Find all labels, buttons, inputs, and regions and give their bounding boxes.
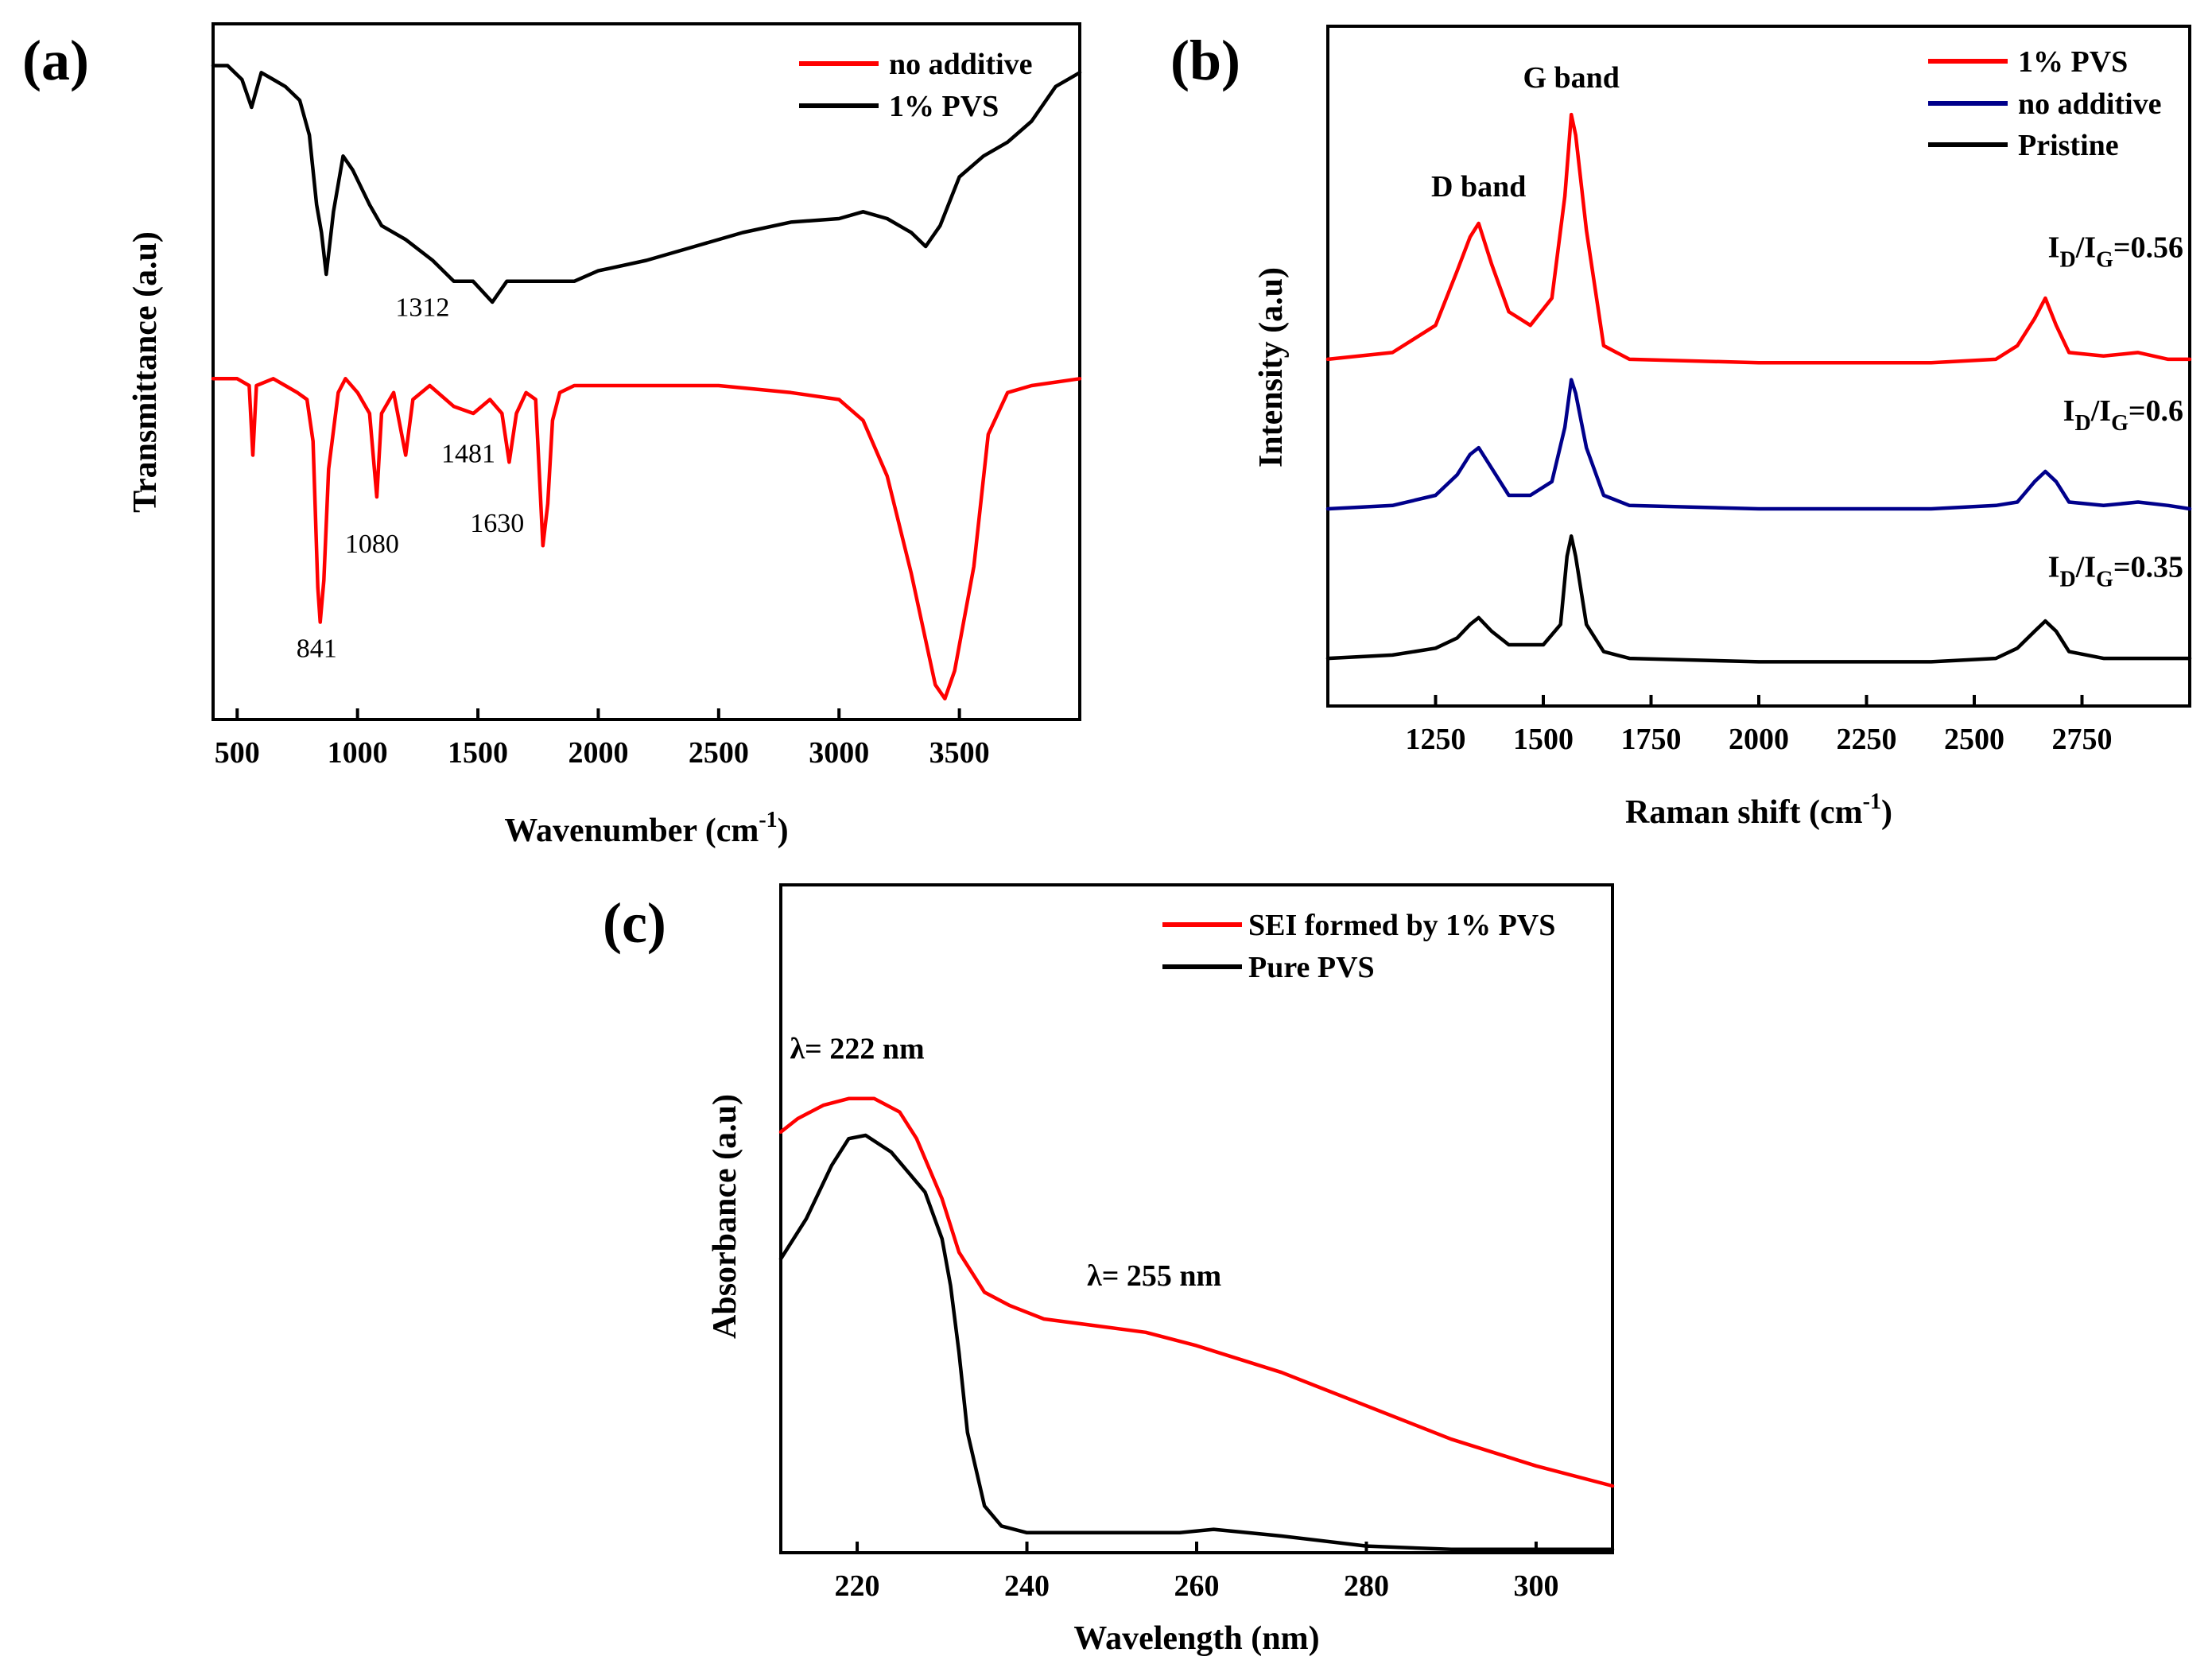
panel-c-absorbance: (c) 220 240 260 280 300 λ= 222 nm λ= 255 nm W… [603, 883, 1615, 1657]
panel-c-legend: SEI formed by 1% PVS Pure PVS [1162, 909, 1555, 984]
intensity-ratio-label: ID/IG=0.56 [2048, 231, 2183, 273]
series-line-1pct-pvs [1325, 112, 2192, 365]
legend-label-1pct-pvs: 1% PVS [2018, 45, 2128, 79]
panel-b-raman: (b) 1250 1500 1750 2000 2250 2500 2750 D band G… [1170, 25, 2192, 831]
band-label-d-band: D band [1431, 170, 1526, 204]
x-tick-label: 2500 [689, 736, 749, 770]
series-line-no-additive [1325, 378, 2192, 511]
legend-label-pure-pvs: Pure PVS [1248, 951, 1375, 984]
intensity-ratio-label: ID/IG=0.6 [2063, 394, 2183, 436]
annotation-1630: 1630 [470, 509, 524, 538]
annotation-1481: 1481 [441, 439, 495, 468]
x-tick-label: 2750 [2052, 723, 2113, 756]
annotation-1312: 1312 [395, 293, 449, 323]
legend-label-no-additive: no additive [2018, 87, 2162, 121]
panel-a-peak-labels: 1312 1481 1080 1630 841 [297, 293, 525, 664]
x-tick-label: 3500 [929, 736, 990, 770]
panel-c-peak-labels: λ= 222 nm λ= 255 nm [790, 1032, 1222, 1293]
panel-c-curves [778, 1096, 1615, 1552]
series-line-pristine [1325, 534, 2192, 664]
panel-a-x-axis-label: Wavenumber (cm-1) [504, 808, 788, 849]
annotation-222-nm: λ= 222 nm [790, 1032, 925, 1065]
x-tick-label: 2250 [1837, 723, 1897, 756]
x-tick-label: 1500 [448, 736, 508, 770]
panel-c-x-ticks: 220 240 260 280 300 [835, 1542, 1558, 1603]
panel-a-transmittance: (a) 500 1000 1500 2000 2500 3000 3500 1312 1481… [22, 22, 1082, 849]
panel-a-y-axis-label: Transmittance (a.u) [127, 231, 164, 513]
panel-a-legend: no additive 1% PVS [799, 48, 1033, 123]
panel-b-intensity-ratios: ID/IG=0.56 ID/IG=0.6 ID/IG=0.35 [2048, 231, 2183, 592]
annotation-841: 841 [297, 634, 337, 663]
x-tick-label: 2000 [1729, 723, 1789, 756]
panel-a-label: (a) [22, 29, 89, 92]
series-line-no-additive [211, 377, 1082, 701]
band-label-g-band: G band [1523, 61, 1619, 95]
panel-c-y-axis-label: Absorbance (a.u) [707, 1094, 743, 1339]
panel-a-curves [211, 64, 1082, 701]
legend-label-no-additive: no additive [889, 48, 1033, 81]
x-tick-label: 2000 [568, 736, 628, 770]
panel-b-label: (b) [1170, 29, 1240, 92]
x-tick-label: 1750 [1621, 723, 1682, 756]
panel-b-curves [1325, 112, 2192, 664]
panel-b-y-axis-label: Intensity (a.u) [1253, 267, 1290, 467]
panel-a-plot-frame [211, 22, 1081, 721]
panel-b-band-labels: D band G band [1431, 61, 1620, 204]
panel-a-x-ticks: 500 1000 1500 2000 2500 3000 3500 [215, 708, 990, 770]
x-tick-label: 500 [215, 736, 260, 770]
x-tick-label: 1500 [1513, 723, 1574, 756]
panel-b-x-axis-label: Raman shift (cm-1) [1625, 789, 1892, 831]
x-tick-label: 300 [1513, 1569, 1558, 1603]
x-tick-label: 280 [1344, 1569, 1389, 1603]
series-line-sei-formed-by-1pct-pvs [778, 1096, 1615, 1488]
series-line-pure-pvs [778, 1133, 1615, 1552]
panel-c-label: (c) [603, 891, 666, 955]
intensity-ratio-label: ID/IG=0.35 [2048, 551, 2183, 592]
annotation-255-nm: λ= 255 nm [1087, 1259, 1221, 1293]
annotation-1080: 1080 [345, 529, 399, 559]
x-tick-label: 1250 [1406, 723, 1466, 756]
panel-c-x-axis-label: Wavelength (nm) [1073, 1620, 1319, 1657]
panel-b-legend: 1% PVS no additive Pristine [1928, 45, 2162, 162]
x-tick-label: 240 [1004, 1569, 1050, 1603]
legend-label-pristine: Pristine [2018, 129, 2119, 162]
legend-label-sei: SEI formed by 1% PVS [1248, 909, 1555, 942]
legend-label-1pct-pvs: 1% PVS [889, 90, 999, 123]
x-tick-label: 3000 [809, 736, 869, 770]
x-tick-label: 220 [835, 1569, 880, 1603]
x-tick-label: 2500 [1944, 723, 2004, 756]
x-tick-label: 1000 [328, 736, 388, 770]
panel-b-x-ticks: 1250 1500 1750 2000 2250 2500 2750 [1406, 695, 2113, 756]
series-line-1pct-pvs [211, 64, 1082, 305]
x-tick-label: 260 [1174, 1569, 1220, 1603]
